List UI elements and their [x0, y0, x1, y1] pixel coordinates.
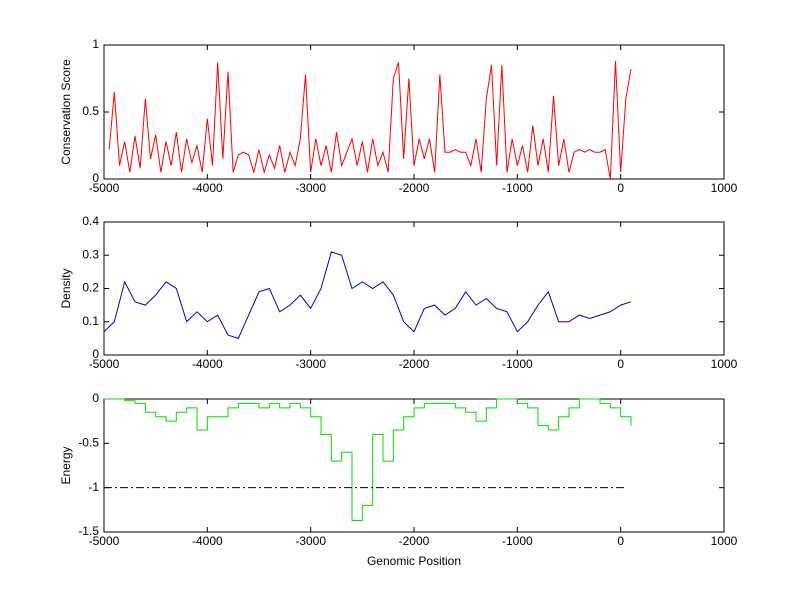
x-tick-label: -4000: [192, 534, 223, 548]
x-tick-label: 0: [617, 181, 624, 195]
x-tick-label: -5000: [89, 181, 120, 195]
axes-box: [103, 44, 725, 180]
y-axis-label: Energy: [59, 446, 73, 484]
x-axis-label: Genomic Position: [367, 554, 461, 568]
data-line: [108, 61, 632, 180]
y-tick-label: 0: [92, 171, 99, 185]
y-tick-label: -1.5: [78, 524, 99, 538]
y-tick-label: 0.2: [82, 281, 99, 295]
y-tick-label: 0.3: [82, 247, 99, 261]
x-tick-label: -1000: [502, 534, 533, 548]
data-line: [103, 251, 632, 339]
x-tick-label: 0: [617, 357, 624, 371]
y-tick-label: 1: [92, 37, 99, 51]
x-tick-label: -1000: [502, 357, 533, 371]
y-axis-label: Density: [59, 268, 73, 308]
y-tick-label: -1: [88, 480, 99, 494]
x-tick-label: -2000: [399, 534, 430, 548]
y-tick-label: 0.1: [82, 314, 99, 328]
y-tick-label: 0.5: [82, 104, 99, 118]
x-tick-label: -5000: [89, 534, 120, 548]
y-tick-label: 0.4: [82, 214, 99, 228]
x-tick-label: -2000: [399, 181, 430, 195]
x-tick-label: -3000: [295, 181, 326, 195]
x-tick-label: 1000: [711, 181, 738, 195]
y-tick-label: 0: [92, 347, 99, 361]
x-tick-label: 1000: [711, 357, 738, 371]
x-tick-label: -5000: [89, 357, 120, 371]
y-axis-label: Conservation Score: [59, 59, 73, 165]
axes-box: [103, 221, 725, 356]
x-tick-label: -2000: [399, 357, 430, 371]
y-tick-label: -0.5: [78, 436, 99, 450]
y-tick-label: 0: [92, 391, 99, 405]
x-tick-label: -4000: [192, 357, 223, 371]
x-tick-label: -1000: [502, 181, 533, 195]
x-tick-label: -3000: [295, 357, 326, 371]
data-line: [104, 398, 632, 521]
x-tick-label: -3000: [295, 534, 326, 548]
x-tick-label: 0: [617, 534, 624, 548]
x-tick-label: -4000: [192, 181, 223, 195]
x-tick-label: 1000: [711, 534, 738, 548]
